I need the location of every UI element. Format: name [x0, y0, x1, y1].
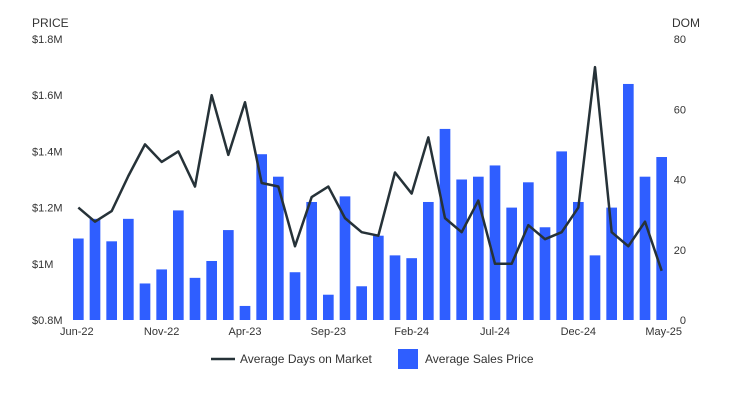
- bars-layer: [73, 83, 667, 321]
- bar-jan-25[interactable]: [589, 255, 601, 320]
- y-right-tick-label: 80: [674, 34, 686, 46]
- bar-dec-22[interactable]: [173, 210, 184, 320]
- bar-dec-23[interactable]: [373, 235, 384, 320]
- bar-mar-23[interactable]: [223, 230, 234, 320]
- bar-jul-23[interactable]: [289, 272, 301, 320]
- bar-nov-22[interactable]: [156, 269, 167, 320]
- x-tick-label: Feb-24: [394, 326, 429, 338]
- bar-nov-24[interactable]: [556, 151, 567, 320]
- y-left-tick-label: $1.8M: [32, 34, 63, 46]
- bar-mar-25[interactable]: [623, 83, 634, 321]
- y-left-tick-label: $1.6M: [32, 90, 63, 102]
- line-layer: [77, 65, 663, 272]
- bar-jan-24[interactable]: [389, 255, 401, 320]
- y-right-tick-label: 40: [674, 175, 686, 187]
- bar-sep-23[interactable]: [323, 294, 334, 320]
- bar-mar-24[interactable]: [423, 201, 434, 320]
- bar-jan-23[interactable]: [189, 277, 201, 320]
- y-right-tick-label: 60: [674, 104, 686, 116]
- bar-jun-24[interactable]: [473, 176, 484, 320]
- bar-feb-25[interactable]: [606, 207, 617, 320]
- y-left-axis-title: PRICE: [32, 16, 69, 30]
- bar-sep-24[interactable]: [523, 182, 534, 320]
- bar-oct-24[interactable]: [539, 227, 551, 320]
- y-right-tick-label: 20: [674, 245, 686, 257]
- y-right-axis-title: DOM: [672, 16, 700, 30]
- bar-apr-25[interactable]: [639, 176, 651, 320]
- bar-oct-23[interactable]: [339, 196, 351, 320]
- x-tick-label: May-25: [645, 326, 682, 338]
- y-left-tick-label: $0.8M: [32, 315, 63, 327]
- bar-feb-24[interactable]: [406, 258, 417, 320]
- x-tick-label: Jul-24: [480, 326, 510, 338]
- bar-feb-23[interactable]: [206, 260, 217, 320]
- x-tick-label: Apr-23: [228, 326, 261, 338]
- bar-aug-22[interactable]: [106, 241, 117, 320]
- y-left-tick-label: $1.2M: [32, 203, 63, 215]
- legend-label-days-on-market[interactable]: Average Days on Market: [240, 352, 373, 366]
- bar-may-23[interactable]: [256, 154, 267, 320]
- x-tick-label: Nov-22: [144, 326, 179, 338]
- bar-jul-22[interactable]: [89, 218, 101, 320]
- bar-jul-24[interactable]: [489, 165, 501, 320]
- bar-jun-23[interactable]: [273, 176, 284, 320]
- bar-jun-22[interactable]: [73, 238, 84, 320]
- bar-dec-24[interactable]: [573, 201, 584, 320]
- y-left-tick-label: $1.4M: [32, 146, 63, 158]
- bar-may-25[interactable]: [656, 157, 667, 320]
- legend-label-sales-price[interactable]: Average Sales Price: [425, 352, 534, 366]
- left-axis-ticks: $0.8M $1M $1.2M $1.4M $1.6M $1.8M: [32, 34, 63, 327]
- x-axis-ticks: Jun-22 Nov-22 Apr-23 Sep-23 Feb-24 Jul-24 Dec-…: [60, 326, 682, 338]
- bar-sep-22[interactable]: [123, 218, 134, 320]
- bar-aug-23[interactable]: [306, 201, 317, 320]
- legend-swatch-sales-price: [398, 349, 418, 369]
- bar-nov-23[interactable]: [356, 286, 367, 320]
- bar-may-24[interactable]: [456, 179, 467, 321]
- x-tick-label: Sep-23: [311, 326, 346, 338]
- legend: Average Days on Market Average Sales Pri…: [211, 349, 534, 369]
- days-on-market-line[interactable]: [77, 65, 663, 272]
- bar-oct-22[interactable]: [139, 283, 151, 320]
- x-tick-label: Dec-24: [561, 326, 596, 338]
- bar-apr-24[interactable]: [439, 128, 451, 320]
- right-axis-ticks: 0 20 40 60 80: [674, 34, 686, 327]
- bar-apr-23[interactable]: [239, 305, 251, 320]
- y-right-tick-label: 0: [680, 315, 686, 327]
- x-tick-label: Jun-22: [60, 326, 94, 338]
- y-left-tick-label: $1M: [32, 259, 53, 271]
